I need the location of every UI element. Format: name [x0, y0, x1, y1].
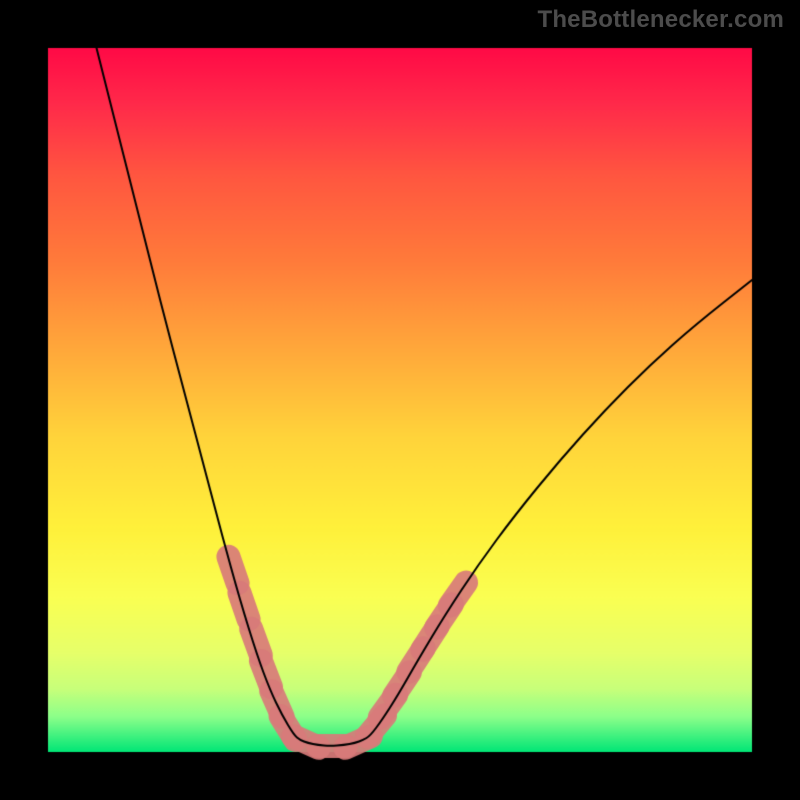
- stage: TheBottlenecker.com: [0, 0, 800, 800]
- plot-canvas: [0, 0, 800, 800]
- watermark-text: TheBottlenecker.com: [537, 6, 784, 34]
